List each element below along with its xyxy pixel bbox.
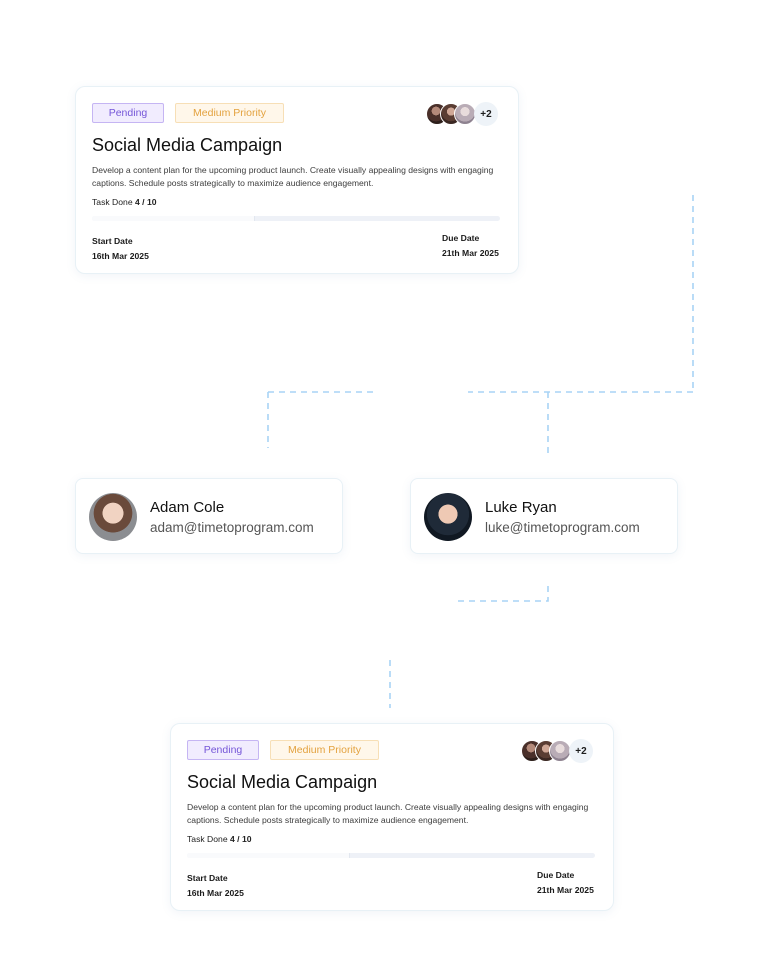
task-card-bottom[interactable]: Pending Medium Priority +2 Social Media … <box>170 723 614 911</box>
user-name: Luke Ryan <box>485 499 557 516</box>
status-badge[interactable]: Pending <box>92 103 164 123</box>
extra-members-count: +2 <box>474 102 498 126</box>
task-done-counter: Task Done 4 / 10 <box>92 197 157 207</box>
due-date-value: 21th Mar 2025 <box>442 248 499 258</box>
start-date-label: Start Date <box>187 873 228 883</box>
extra-members-count: +2 <box>569 739 593 763</box>
due-date-value: 21th Mar 2025 <box>537 885 594 895</box>
avatar <box>89 493 137 541</box>
due-date-label: Due Date <box>537 870 575 880</box>
task-done-value: 4 / 10 <box>135 197 157 207</box>
member-avatar <box>454 103 476 125</box>
start-date-value: 16th Mar 2025 <box>187 888 244 898</box>
avatar <box>424 493 472 541</box>
start-date-label: Start Date <box>92 236 133 246</box>
member-avatar-stack[interactable]: +2 <box>521 739 601 763</box>
task-done-value: 4 / 10 <box>230 834 252 844</box>
card-description: Develop a content plan for the upcoming … <box>92 165 494 188</box>
card-title: Social Media Campaign <box>92 135 283 155</box>
priority-badge[interactable]: Medium Priority <box>270 740 379 760</box>
user-card-adam[interactable]: Adam Cole adam@timetoprogram.com <box>75 478 343 554</box>
start-date-value: 16th Mar 2025 <box>92 251 149 261</box>
card-description: Develop a content plan for the upcoming … <box>187 802 589 825</box>
status-badge[interactable]: Pending <box>187 740 259 760</box>
card-title: Social Media Campaign <box>187 772 378 792</box>
progress-bar <box>92 216 500 221</box>
progress-fill <box>187 853 351 858</box>
user-email: luke@timetoprogram.com <box>485 520 640 535</box>
connector-luke-down <box>455 586 549 602</box>
member-avatar-stack[interactable]: +2 <box>426 102 506 126</box>
user-email: adam@timetoprogram.com <box>150 520 314 535</box>
user-card-luke[interactable]: Luke Ryan luke@timetoprogram.com <box>410 478 678 554</box>
progress-fill <box>92 216 256 221</box>
due-date-label: Due Date <box>442 233 480 243</box>
task-done-counter: Task Done 4 / 10 <box>187 834 252 844</box>
progress-bar <box>187 853 595 858</box>
member-avatar <box>549 740 571 762</box>
task-card-top[interactable]: Pending Medium Priority +2 Social Media … <box>75 86 519 274</box>
priority-badge[interactable]: Medium Priority <box>175 103 284 123</box>
task-done-label: Task Done <box>187 834 228 844</box>
user-name: Adam Cole <box>150 499 225 516</box>
task-done-label: Task Done <box>92 197 133 207</box>
